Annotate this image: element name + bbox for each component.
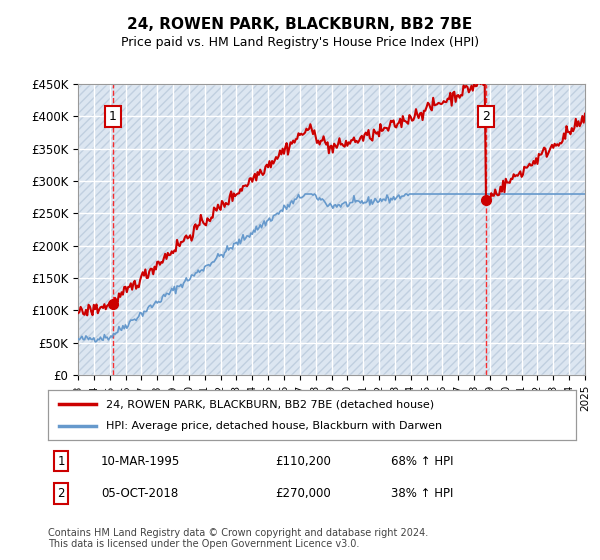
Text: 68% ↑ HPI: 68% ↑ HPI — [391, 455, 454, 468]
Text: Contains HM Land Registry data © Crown copyright and database right 2024.
This d: Contains HM Land Registry data © Crown c… — [48, 528, 428, 549]
Text: 1: 1 — [58, 455, 65, 468]
Text: 24, ROWEN PARK, BLACKBURN, BB2 7BE (detached house): 24, ROWEN PARK, BLACKBURN, BB2 7BE (deta… — [106, 399, 434, 409]
Text: 2: 2 — [482, 110, 490, 123]
Text: 10-MAR-1995: 10-MAR-1995 — [101, 455, 180, 468]
Text: HPI: Average price, detached house, Blackburn with Darwen: HPI: Average price, detached house, Blac… — [106, 421, 442, 431]
Text: 05-OCT-2018: 05-OCT-2018 — [101, 487, 178, 500]
Text: £110,200: £110,200 — [275, 455, 331, 468]
Text: 38% ↑ HPI: 38% ↑ HPI — [391, 487, 454, 500]
Text: Price paid vs. HM Land Registry's House Price Index (HPI): Price paid vs. HM Land Registry's House … — [121, 36, 479, 49]
Text: 1: 1 — [109, 110, 117, 123]
Text: 2: 2 — [58, 487, 65, 500]
Text: £270,000: £270,000 — [275, 487, 331, 500]
Text: 24, ROWEN PARK, BLACKBURN, BB2 7BE: 24, ROWEN PARK, BLACKBURN, BB2 7BE — [127, 17, 473, 32]
